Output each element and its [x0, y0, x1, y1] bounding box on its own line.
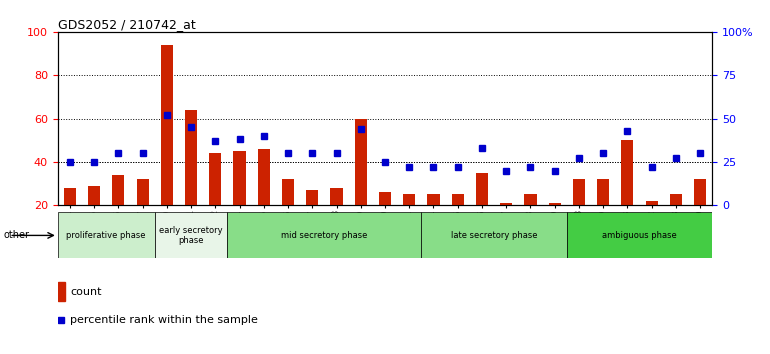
Bar	[597, 179, 609, 249]
Bar	[64, 188, 76, 249]
Text: early secretory
phase: early secretory phase	[159, 226, 223, 245]
Bar	[670, 194, 682, 249]
Bar	[233, 151, 246, 249]
Bar	[548, 203, 561, 249]
Bar	[452, 194, 464, 249]
Bar	[88, 186, 100, 249]
Bar	[161, 45, 173, 249]
Bar	[330, 188, 343, 249]
Bar	[227, 212, 421, 258]
Bar	[136, 179, 149, 249]
Text: ambiguous phase: ambiguous phase	[602, 231, 677, 240]
Bar	[282, 179, 294, 249]
Bar	[185, 110, 197, 249]
Bar	[355, 119, 367, 249]
Text: GDS2052 / 210742_at: GDS2052 / 210742_at	[58, 18, 196, 31]
Bar	[379, 192, 391, 249]
Bar	[694, 179, 706, 249]
Bar	[421, 212, 567, 258]
Text: late secretory phase: late secretory phase	[450, 231, 537, 240]
Text: percentile rank within the sample: percentile rank within the sample	[70, 315, 258, 325]
Bar	[306, 190, 318, 249]
Bar	[209, 153, 222, 249]
Bar	[476, 173, 488, 249]
Text: other: other	[4, 230, 30, 240]
Bar	[258, 149, 269, 249]
Bar	[500, 203, 512, 249]
Bar	[427, 194, 440, 249]
Bar	[112, 175, 125, 249]
Bar	[155, 212, 227, 258]
Text: proliferative phase: proliferative phase	[66, 231, 146, 240]
Text: mid secretory phase: mid secretory phase	[281, 231, 367, 240]
Bar	[621, 140, 634, 249]
Bar	[524, 194, 537, 249]
Bar	[573, 179, 585, 249]
Bar	[58, 212, 155, 258]
Bar	[645, 201, 658, 249]
Text: count: count	[70, 287, 102, 297]
Bar	[403, 194, 415, 249]
Bar	[58, 282, 65, 301]
Bar	[567, 212, 712, 258]
